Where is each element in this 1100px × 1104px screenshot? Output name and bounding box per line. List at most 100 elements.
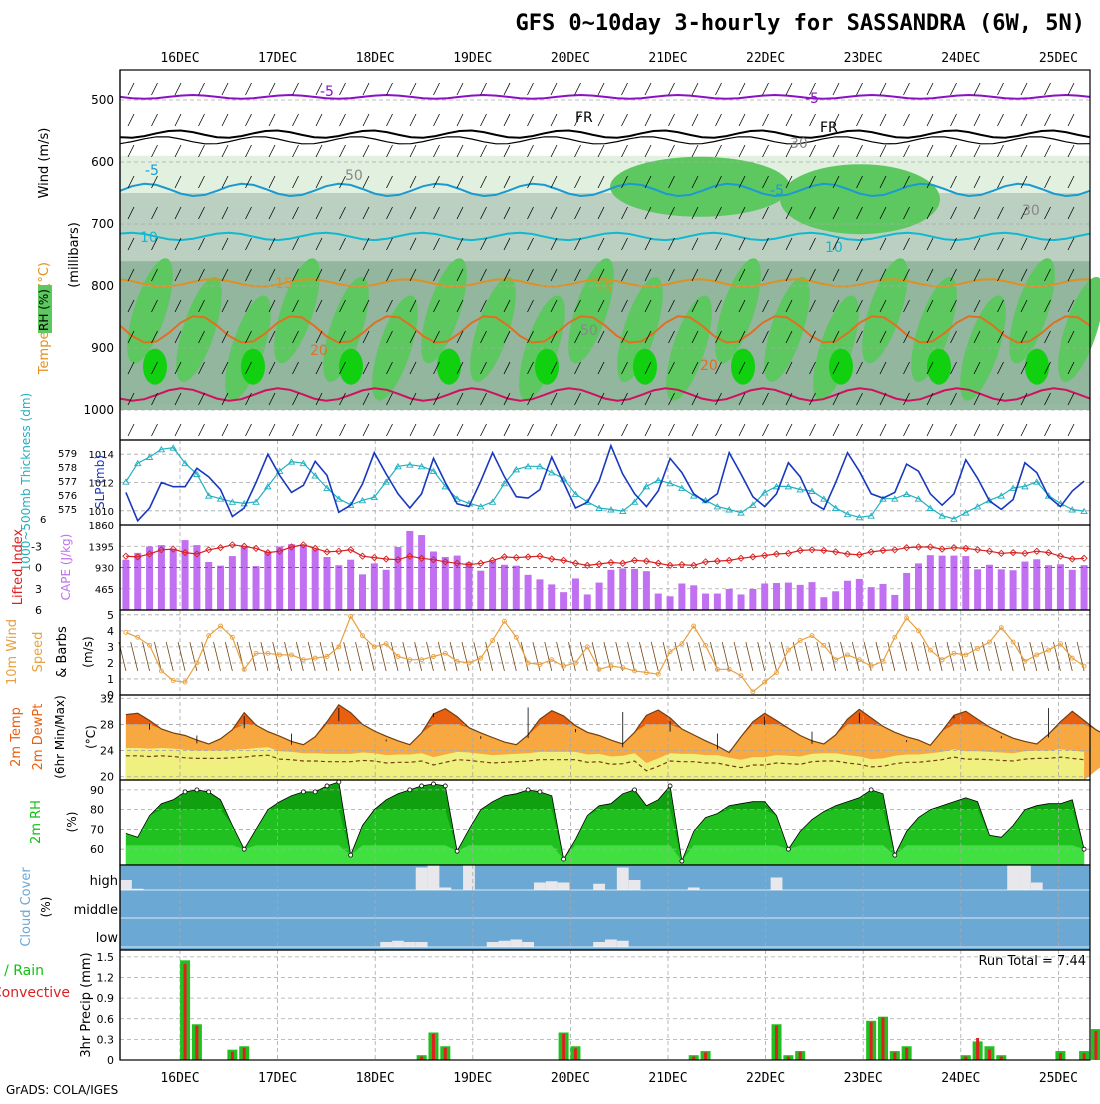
cloud-bar-high — [120, 880, 132, 890]
li-marker — [926, 543, 934, 551]
upper-wind-barb — [174, 175, 182, 189]
thickness-marker — [985, 496, 994, 504]
wind-speed-marker — [632, 668, 638, 674]
upper-wind-barb — [1067, 299, 1075, 313]
thickness-marker — [133, 459, 142, 467]
upper-wind-barb — [903, 206, 910, 220]
upper-wind-barb — [433, 268, 440, 282]
thickness-marker — [749, 501, 757, 508]
wind-barb — [142, 641, 150, 672]
rh-saturated-patch — [339, 348, 363, 385]
upper-wind-barb — [1020, 144, 1028, 158]
cape-bar — [205, 562, 213, 610]
upper-wind-barb — [433, 113, 440, 127]
upper-wind-barb — [644, 237, 652, 251]
upper-wind-barb — [856, 175, 863, 189]
upper-wind-barb — [245, 175, 252, 189]
upper-wind-barb — [738, 206, 746, 220]
cape-bar — [323, 556, 331, 610]
upper-wind-barb — [198, 237, 205, 251]
upper-wind-barb — [950, 144, 957, 158]
wind-speed-marker — [1069, 655, 1075, 661]
rh-moist-column — [274, 258, 320, 364]
upper-wind-barb — [785, 299, 793, 313]
upper-wind-barb — [973, 392, 981, 406]
cape-bar — [217, 565, 225, 610]
rh2m-ytick: 70 — [90, 823, 104, 836]
li-marker — [832, 548, 840, 556]
cloud-layer-label: high — [90, 874, 118, 889]
cloud-bar-high — [439, 887, 452, 890]
upper-wind-barb — [268, 268, 276, 282]
upper-wind-barb — [574, 299, 581, 313]
upper-wind-barb — [762, 113, 769, 127]
upper-wind-barb — [879, 330, 887, 344]
thickness-marker — [796, 486, 804, 493]
upper-wind-barb — [221, 268, 229, 282]
rh2m-marker — [868, 787, 874, 793]
thickness-marker — [902, 490, 911, 498]
li-marker — [216, 544, 225, 552]
wind-barb — [177, 641, 186, 672]
label-wind: Wind (m/s) — [37, 128, 52, 199]
cape-ytick: 1860 — [89, 521, 114, 532]
label-wind-units: (m/s) — [81, 636, 95, 667]
li-marker — [654, 559, 662, 567]
cloud-layer-label: middle — [74, 903, 118, 918]
contour-label: 20 — [310, 343, 328, 359]
rh2m-marker — [785, 846, 791, 852]
cape-bar — [761, 583, 769, 610]
contour-label: FR — [820, 120, 838, 136]
upper-wind-barb — [597, 206, 605, 220]
date-label-bottom: 19DEC — [453, 1071, 492, 1086]
upper-wind-barb — [973, 82, 981, 96]
upper-wind-barb — [339, 392, 346, 406]
upper-wind-barb — [832, 330, 840, 344]
upper-wind-barb — [480, 423, 487, 437]
upper-wind-barb — [574, 206, 581, 220]
upper-wind-barb — [386, 330, 393, 344]
upper-wind-barb — [362, 299, 370, 313]
thickness-marker — [784, 482, 793, 490]
upper-wind-barb — [762, 268, 769, 282]
upper-wind-barb — [550, 144, 558, 158]
upper-wind-barb — [339, 268, 346, 282]
upper-wind-barb — [409, 175, 417, 189]
wind-barb — [627, 641, 635, 672]
upper-wind-barb — [550, 268, 558, 282]
cape-bar — [299, 545, 307, 610]
upper-wind-barb — [997, 206, 1004, 220]
rh2m-marker — [300, 789, 306, 795]
li-marker — [938, 545, 946, 553]
upper-wind-barb — [785, 330, 793, 344]
upper-wind-barb — [1044, 237, 1051, 251]
upper-wind-barb — [926, 175, 934, 189]
wind-speed-marker — [371, 644, 377, 650]
upper-wind-barb — [174, 392, 182, 406]
thickness-line — [125, 447, 1085, 520]
upper-wind-barb — [668, 206, 675, 220]
li-marker — [690, 561, 698, 570]
upper-wind-barb — [1067, 392, 1075, 406]
upper-wind-barb — [386, 361, 393, 375]
upper-wind-barb — [362, 268, 370, 282]
label-total-rain: Total / Rain — [0, 963, 44, 979]
upper-wind-barb — [738, 237, 746, 251]
upper-wind-barb — [809, 175, 816, 189]
upper-wind-barb — [1020, 330, 1028, 344]
upper-wind-barb — [315, 299, 323, 313]
cape-bar — [595, 582, 603, 610]
wind-speed-marker — [726, 666, 732, 672]
upper-wind-barb — [621, 268, 628, 282]
upper-wind-barb — [997, 175, 1004, 189]
upper-wind-barb — [879, 144, 887, 158]
upper-wind-barb — [715, 423, 722, 437]
upper-wind-barb — [879, 113, 887, 127]
wind-speed-marker — [182, 679, 188, 685]
wind-speed-marker — [975, 646, 981, 651]
cape-bar — [891, 594, 899, 610]
upper-wind-barb — [644, 144, 652, 158]
upper-wind-barb — [1020, 237, 1028, 251]
rh2m-marker — [206, 789, 212, 795]
upper-wind-barb — [151, 82, 158, 96]
